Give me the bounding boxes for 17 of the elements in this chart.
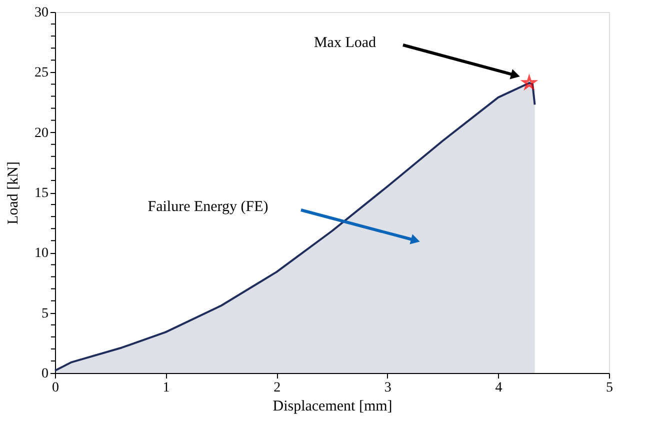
- y-tick-label: 10: [34, 246, 48, 262]
- y-tick-label: 0: [42, 366, 48, 382]
- y-tick-label: 25: [34, 66, 48, 81]
- annotation: Failure Energy (FE): [148, 199, 268, 215]
- annotation: Max Load: [314, 35, 377, 51]
- x-tick-label: 3: [384, 380, 392, 396]
- x-tick-label: 2: [274, 380, 281, 396]
- x-tick-label: 1: [162, 380, 170, 396]
- x-tick-label: 0: [52, 380, 59, 396]
- x-tick-label: 4: [495, 380, 502, 396]
- x-tick-label: 5: [606, 380, 613, 396]
- y-tick-label: 15: [34, 186, 48, 201]
- y-tick-label: 5: [42, 306, 48, 322]
- y-tick-label: 30: [34, 6, 48, 20]
- x-axis-title: Displacement [mm]: [272, 398, 392, 414]
- y-axis-title: Load [kN]: [6, 162, 22, 224]
- y-tick-label: 20: [34, 126, 48, 141]
